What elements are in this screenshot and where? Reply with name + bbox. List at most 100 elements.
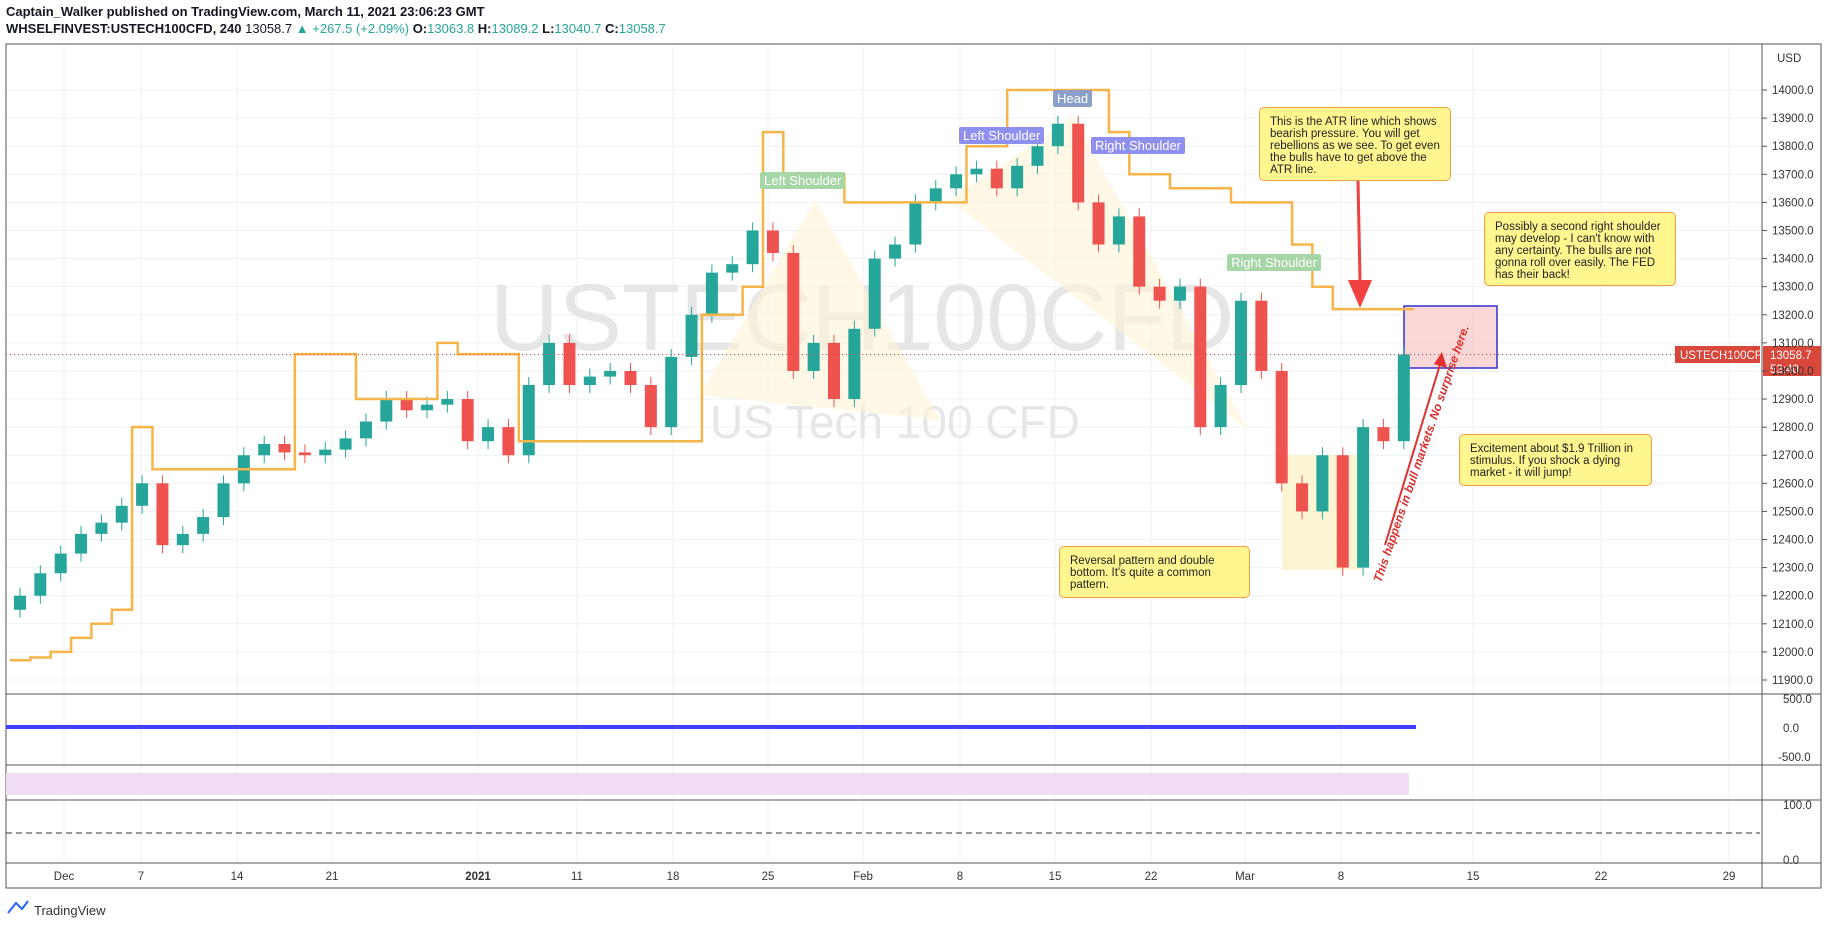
candle bbox=[1235, 300, 1247, 385]
label: Right Shoulder bbox=[1091, 137, 1185, 154]
candle bbox=[217, 483, 230, 518]
candle bbox=[1316, 455, 1329, 512]
candle bbox=[1296, 483, 1309, 512]
x-tick-label: Feb bbox=[853, 871, 873, 883]
x-tick-label: 7 bbox=[138, 871, 144, 883]
candle bbox=[1214, 385, 1227, 428]
close: 13058.7 bbox=[618, 21, 666, 36]
label: Head bbox=[1053, 90, 1093, 107]
candle bbox=[522, 385, 535, 456]
x-tick-label: 15 bbox=[1049, 871, 1062, 883]
y-tick-label: 12400.0 bbox=[1772, 535, 1814, 547]
candle bbox=[115, 505, 128, 523]
price-tag bbox=[1763, 346, 1821, 376]
frame bbox=[5, 43, 1822, 889]
x-tick-label: 8 bbox=[1338, 871, 1344, 883]
candle bbox=[461, 399, 474, 442]
candle bbox=[258, 444, 271, 456]
publisher: Captain_Walker published on TradingView.… bbox=[6, 4, 485, 19]
l-label: L: bbox=[542, 21, 555, 36]
arrow-head bbox=[1434, 352, 1447, 368]
arrow bbox=[1384, 357, 1443, 546]
high: 13089.2 bbox=[491, 21, 539, 36]
y-tick-label: 13700.0 bbox=[1772, 169, 1814, 181]
y-tick-label: 12000.0 bbox=[1772, 647, 1814, 659]
candle bbox=[95, 522, 108, 534]
macd-axis: 0.0 bbox=[1783, 723, 1799, 735]
y-tick-label: 12700.0 bbox=[1772, 450, 1814, 462]
note: Possibly a second right shoulder may dev… bbox=[1484, 212, 1676, 286]
currency: USD bbox=[1777, 53, 1801, 65]
label: Left Shoulder bbox=[959, 127, 1045, 144]
candle bbox=[583, 376, 596, 385]
candle bbox=[34, 573, 47, 596]
candle bbox=[624, 370, 637, 385]
candle bbox=[665, 356, 678, 428]
candle bbox=[1051, 123, 1064, 147]
candle bbox=[339, 438, 352, 450]
candle bbox=[1092, 202, 1105, 245]
x-tick-label: 8 bbox=[957, 871, 963, 883]
candle bbox=[543, 342, 556, 385]
x-tick-label: 15 bbox=[1467, 871, 1480, 883]
arrow-head bbox=[1348, 280, 1372, 308]
candle bbox=[502, 427, 515, 456]
tag-price: 13058.7 bbox=[1770, 350, 1812, 362]
c-label: C: bbox=[605, 21, 619, 36]
tag-symbol: USTECH100CFD bbox=[1680, 350, 1770, 362]
candle bbox=[197, 517, 210, 534]
candle bbox=[990, 168, 1003, 189]
candle bbox=[604, 370, 617, 377]
candle bbox=[726, 264, 739, 273]
change: ▲ +267.5 (+2.09%) bbox=[295, 21, 410, 36]
rsi-band bbox=[6, 773, 1409, 795]
candle bbox=[1336, 455, 1349, 568]
x-tick-label: 2021 bbox=[465, 871, 491, 883]
candle bbox=[563, 342, 576, 385]
y-tick-label: 13000.0 bbox=[1772, 366, 1814, 378]
y-tick-label: 12300.0 bbox=[1772, 563, 1814, 575]
note: This is the ATR line which shows bearish… bbox=[1259, 107, 1451, 181]
candle bbox=[75, 533, 88, 554]
candle bbox=[807, 342, 820, 371]
candle bbox=[909, 202, 922, 245]
note: Excitement about $1.9 Trillion in stimul… bbox=[1459, 434, 1652, 486]
candle bbox=[1357, 427, 1370, 568]
candle bbox=[176, 533, 189, 546]
candle bbox=[1031, 146, 1044, 166]
candle bbox=[746, 230, 759, 265]
pattern-fill bbox=[700, 200, 940, 420]
logo bbox=[7, 900, 29, 914]
low: 13040.7 bbox=[554, 21, 602, 36]
candle bbox=[950, 174, 963, 189]
open: 13063.8 bbox=[427, 21, 475, 36]
candle bbox=[359, 421, 372, 439]
candle bbox=[970, 168, 983, 175]
candle bbox=[1072, 123, 1085, 203]
candle bbox=[787, 252, 800, 371]
y-tick-label: 12800.0 bbox=[1772, 422, 1814, 434]
y-tick-label: 13900.0 bbox=[1772, 113, 1814, 125]
y-tick-label: 12500.0 bbox=[1772, 506, 1814, 518]
candle bbox=[705, 272, 718, 315]
macd-axis: -500.0 bbox=[1778, 752, 1811, 764]
candle bbox=[1153, 286, 1166, 301]
candle bbox=[1133, 216, 1146, 287]
footer: TradingView bbox=[34, 903, 106, 918]
candle bbox=[319, 449, 332, 456]
candle bbox=[400, 399, 413, 411]
candle bbox=[380, 399, 393, 422]
x-tick-label: 21 bbox=[326, 871, 339, 883]
label: Left Shoulder bbox=[760, 172, 846, 189]
y-tick-label: 13400.0 bbox=[1772, 254, 1814, 266]
macd-axis: 500.0 bbox=[1783, 694, 1812, 706]
y-tick-label: 13300.0 bbox=[1772, 282, 1814, 294]
h-label: H: bbox=[477, 21, 492, 36]
candle bbox=[1194, 286, 1207, 428]
y-tick-label: 13200.0 bbox=[1772, 310, 1814, 322]
y-tick-label: 13800.0 bbox=[1772, 141, 1814, 153]
tag-box bbox=[1675, 346, 1760, 363]
pattern-fill bbox=[950, 117, 1248, 430]
